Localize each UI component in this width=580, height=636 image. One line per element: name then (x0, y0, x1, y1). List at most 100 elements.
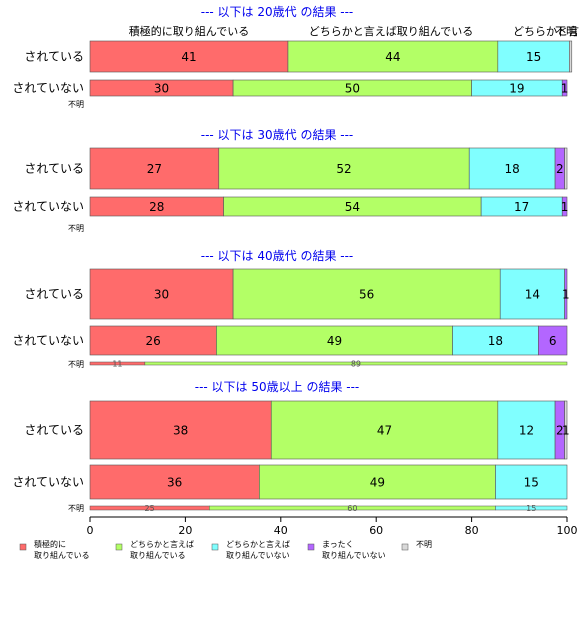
bar-segment (216, 325, 453, 356)
data-label: 2 (556, 162, 564, 176)
data-label: 30 (154, 82, 169, 96)
data-label: 41 (181, 50, 196, 64)
bar-segment (218, 147, 470, 190)
data-label: 54 (345, 200, 360, 214)
top-header-label: どちらかと言 (513, 25, 579, 38)
legend-swatch (307, 543, 315, 551)
x-tick-label: 40 (274, 524, 288, 537)
bar-segment (564, 147, 568, 190)
bar-segment (564, 400, 568, 460)
bar-segment (468, 147, 556, 190)
legend-label: 取り組んでいる (130, 550, 186, 560)
data-label: 12 (519, 424, 534, 438)
row-label: されていない (12, 475, 84, 489)
legend-label: 取り組んでいる (34, 550, 90, 560)
legend-label: 積極的に (34, 539, 66, 549)
legend-swatch (115, 543, 123, 551)
bar-segment (89, 325, 217, 356)
data-label: 6 (549, 334, 557, 348)
data-label: 52 (336, 162, 351, 176)
data-label: 1 (562, 288, 570, 302)
fumei-data-label: 89 (351, 360, 361, 369)
bar-segment (89, 400, 272, 460)
bar-segment (564, 268, 568, 320)
data-label: 27 (147, 162, 162, 176)
data-label: 38 (173, 424, 188, 438)
data-label: 19 (509, 82, 524, 96)
data-label: 1 (562, 424, 570, 438)
bar-segment (538, 325, 568, 356)
data-label: 17 (514, 200, 529, 214)
legend-label: どちらかと言えば (130, 539, 194, 549)
fumei-data-label: 15 (526, 504, 536, 513)
top-header-label: どちらかと言えば取り組んでいる (309, 25, 473, 38)
bar-segment (561, 196, 568, 217)
bar-segment (569, 40, 573, 73)
top-header-label: 不明 (555, 25, 577, 38)
legend-swatch (19, 543, 27, 551)
data-label: 26 (146, 334, 161, 348)
data-label: 36 (167, 476, 182, 490)
data-label: 18 (488, 334, 503, 348)
legend-label: 不明 (416, 540, 432, 549)
data-label: 47 (377, 424, 392, 438)
bar-segment (499, 268, 565, 320)
fumei-data-label: 60 (347, 504, 357, 513)
data-label: 49 (327, 334, 342, 348)
fumei-label: 不明 (68, 504, 84, 513)
bar-segment (89, 464, 260, 500)
fumei-label: 不明 (68, 224, 84, 233)
data-label: 50 (345, 82, 360, 96)
legend-label: 取り組んでいない (322, 550, 386, 560)
fumei-label: 不明 (68, 360, 84, 369)
x-tick-label: 100 (557, 524, 578, 537)
data-label: 1 (561, 82, 569, 96)
fumei-data-label: 11 (112, 360, 122, 369)
legend-label: どちらかと言えば (226, 539, 290, 549)
row-label: されていない (12, 334, 84, 348)
row-label: されていない (12, 200, 84, 214)
bar-segment (287, 40, 499, 73)
bar-segment (232, 268, 501, 320)
panel-title: --- 以下は 20歳代 の結果 --- (201, 5, 354, 19)
row-label: されている (24, 162, 84, 176)
data-label: 49 (370, 476, 385, 490)
data-label: 18 (505, 162, 520, 176)
data-label: 15 (524, 476, 539, 490)
row-label: されている (24, 50, 84, 64)
bar-segment (561, 79, 568, 97)
bar-segment (259, 464, 496, 500)
data-label: 28 (149, 200, 164, 214)
fumei-data-label: 25 (145, 504, 155, 513)
legend-label: 取り組んでいない (226, 550, 290, 560)
panel-title: --- 以下は 40歳代 の結果 --- (201, 249, 354, 263)
panel-title: --- 以下は 30歳代 の結果 --- (201, 128, 354, 142)
bar-segment (452, 325, 539, 356)
fumei-label: 不明 (68, 100, 84, 109)
data-label: 1 (561, 200, 569, 214)
top-header-label: 積極的に取り組んでいる (129, 24, 249, 38)
x-tick-label: 60 (369, 524, 383, 537)
legend-swatch (211, 543, 219, 551)
data-label: 30 (154, 288, 169, 302)
x-tick-label: 80 (465, 524, 479, 537)
bar-segment (495, 464, 568, 500)
legend-swatch (401, 543, 409, 551)
fumei-segment (495, 505, 568, 511)
x-tick-label: 20 (178, 524, 192, 537)
data-label: 15 (526, 50, 541, 64)
row-label: されていない (12, 81, 84, 95)
bar-segment (89, 268, 234, 320)
data-label: 2 (556, 424, 564, 438)
panel-title: --- 以下は 50歳以上 の結果 --- (195, 380, 360, 394)
data-label: 14 (525, 288, 540, 302)
data-label: 44 (385, 50, 400, 64)
x-tick-label: 0 (87, 524, 94, 537)
row-label: されている (24, 423, 84, 437)
bar-segment (497, 400, 556, 460)
data-label: 56 (359, 288, 374, 302)
legend-label: まったく (322, 540, 354, 549)
bar-segment (270, 400, 499, 460)
row-label: されている (24, 287, 84, 301)
